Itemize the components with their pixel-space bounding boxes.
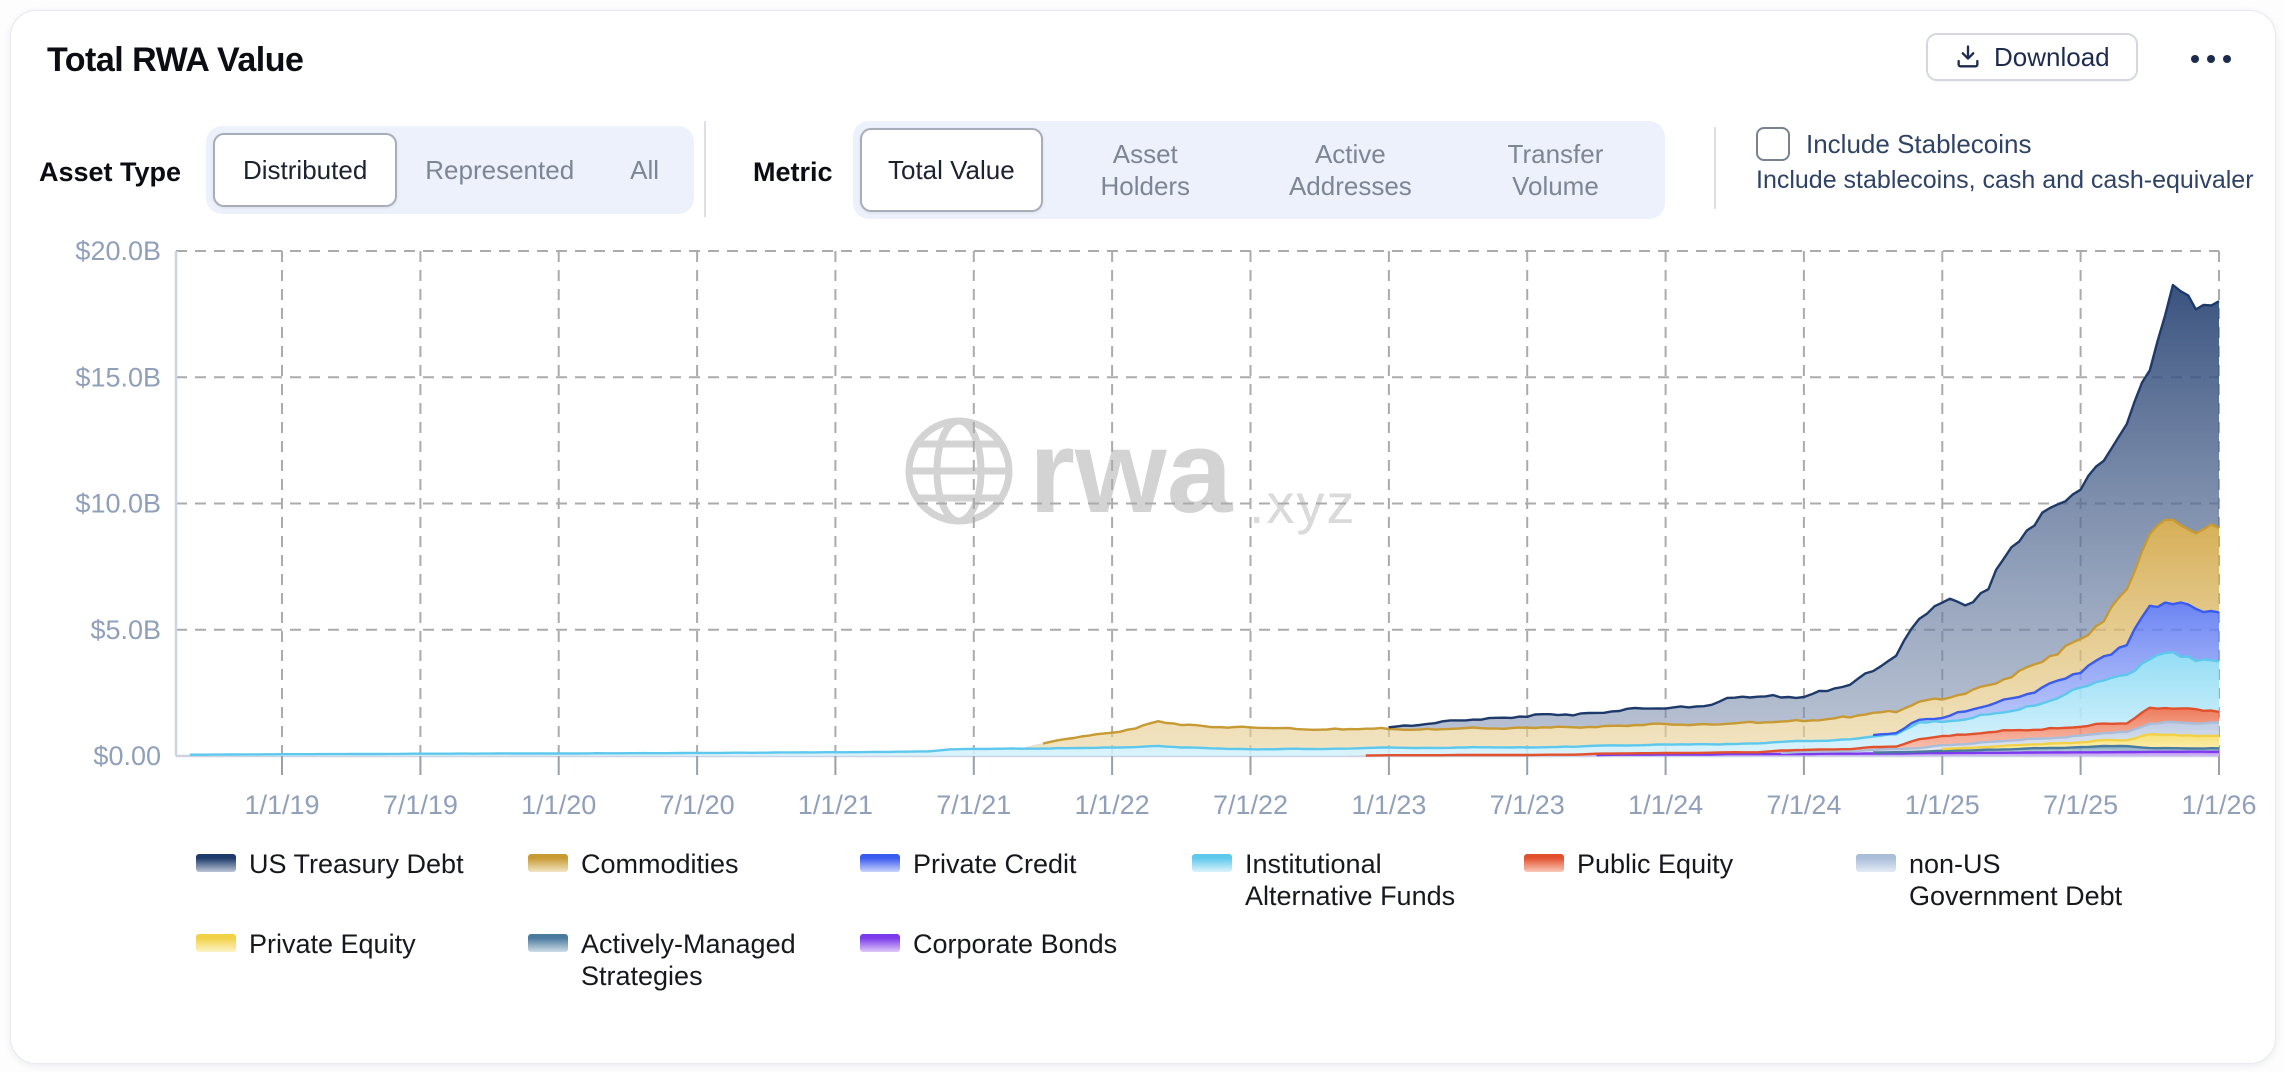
legend-item-public-equity[interactable]: Public Equity bbox=[1524, 849, 1856, 913]
x-axis-label: 7/1/20 bbox=[660, 790, 735, 820]
download-icon bbox=[1954, 43, 1982, 71]
metric-segmented-control: Total Value Asset Holders Active Addresses… bbox=[853, 121, 1665, 219]
legend-item-actively-managed-strategies[interactable]: Actively-Managed Strategies bbox=[528, 929, 860, 993]
ellipsis-icon bbox=[2223, 55, 2231, 63]
legend-label: Institutional Alternative Funds bbox=[1245, 849, 1456, 911]
metric-option-active-addresses[interactable]: Active Addresses bbox=[1248, 128, 1453, 212]
x-axis-label: 1/1/22 bbox=[1075, 790, 1150, 820]
line-private-credit bbox=[1872, 601, 2220, 737]
line-corporate-bonds bbox=[1596, 750, 2220, 757]
x-axis-label: 1/1/23 bbox=[1351, 790, 1426, 820]
metric-label: Metric bbox=[753, 157, 833, 187]
legend-item-private-equity[interactable]: Private Equity bbox=[196, 929, 528, 993]
line-private-equity bbox=[1942, 733, 2220, 751]
metric-option-label: Transfer Volume bbox=[1507, 138, 1604, 202]
legend-item-commodities[interactable]: Commodities bbox=[528, 849, 860, 913]
legend-item-institutional-alternative-funds[interactable]: Institutional Alternative Funds bbox=[1192, 849, 1524, 913]
legend-label: Corporate Bonds bbox=[913, 928, 1118, 959]
chart-legend: US Treasury Debt Commodities Private Credi… bbox=[196, 849, 2188, 992]
metric-option-total-value[interactable]: Total Value bbox=[860, 128, 1043, 212]
include-stablecoins-description: Include stablecoins, cash and cash-equiv… bbox=[1756, 166, 2254, 194]
metric-option-transfer-volume[interactable]: Transfer Volume bbox=[1453, 128, 1658, 212]
x-axis-label: 1/1/24 bbox=[1628, 790, 1703, 820]
line-actively-managed-strategies bbox=[1873, 744, 2220, 754]
y-axis-label: $5.0B bbox=[90, 615, 161, 645]
legend-label: Private Credit bbox=[913, 849, 1077, 879]
include-stablecoins-checkbox[interactable] bbox=[1756, 127, 1790, 161]
metric-option-label: Asset Holders bbox=[1100, 138, 1191, 202]
asset-type-segmented-control: Distributed Represented All bbox=[206, 126, 695, 214]
legend-label: Commodities bbox=[581, 849, 739, 879]
x-axis-label: 1/1/21 bbox=[798, 790, 873, 820]
ellipsis-icon bbox=[2191, 55, 2199, 63]
legend-item-non-us-government-debt[interactable]: non-US Government Debt bbox=[1856, 849, 2188, 913]
legend-label: Private Equity bbox=[249, 928, 416, 959]
asset-type-option-label: Distributed bbox=[243, 154, 368, 185]
globe-icon bbox=[905, 417, 1013, 525]
include-stablecoins-section: Include Stablecoins Include stablecoins,… bbox=[1756, 127, 2275, 195]
x-axis-label: 1/1/19 bbox=[244, 790, 319, 820]
x-axis-label: 7/1/19 bbox=[383, 790, 458, 820]
metric-option-label: Total Value bbox=[888, 154, 1015, 185]
chart-plot-area[interactable]: rwa .xyz 1/1/19 7/1/19 1/1/20 7/1/20 1/1/21 7/1… bbox=[11, 231, 2275, 841]
line-institutional-alternative-funds bbox=[189, 651, 2220, 756]
legend-label: non-US Government Debt bbox=[1909, 849, 2123, 911]
legend-swatch-commodities bbox=[528, 854, 568, 872]
x-axis-label: 7/1/22 bbox=[1213, 790, 1288, 820]
x-axis-label: 1/1/25 bbox=[1905, 790, 1980, 820]
legend-label: US Treasury Debt bbox=[249, 849, 464, 879]
rwa-xyz-watermark: rwa .xyz bbox=[905, 406, 1355, 538]
asset-type-option-label: Represented bbox=[425, 154, 575, 185]
x-axis-label: 7/1/23 bbox=[1490, 790, 1565, 820]
legend-label: Actively-Managed Strategies bbox=[581, 928, 796, 991]
total-rwa-value-card: Total RWA Value Download Asset Type Dist… bbox=[10, 10, 2276, 1064]
download-button[interactable]: Download bbox=[1926, 33, 2138, 81]
y-axis-label: $10.0B bbox=[75, 489, 161, 519]
y-axis-label: $15.0B bbox=[75, 362, 161, 392]
download-button-label: Download bbox=[1994, 41, 2110, 72]
legend-swatch-us-treasury-debt bbox=[196, 854, 236, 872]
x-axis-label: 7/1/25 bbox=[2043, 790, 2118, 820]
metric-option-label: Active Addresses bbox=[1288, 138, 1412, 202]
controls-row: Asset Type Distributed Represented All Met… bbox=[11, 121, 2275, 231]
ellipsis-icon bbox=[2207, 55, 2215, 63]
x-axis-label: 1/1/20 bbox=[521, 790, 596, 820]
legend-item-private-credit[interactable]: Private Credit bbox=[860, 849, 1192, 913]
asset-type-option-label: All bbox=[630, 154, 660, 185]
y-axis-label: $0.00 bbox=[93, 741, 161, 771]
divider bbox=[704, 121, 706, 217]
legend-swatch-non-us-government-debt bbox=[1856, 854, 1896, 872]
legend-swatch-institutional-alternative-funds bbox=[1192, 854, 1232, 872]
more-options-button[interactable] bbox=[2171, 39, 2251, 79]
x-axis-label: 1/1/26 bbox=[2181, 790, 2256, 820]
line-commodities bbox=[1042, 518, 2220, 745]
asset-type-option-represented[interactable]: Represented bbox=[397, 133, 602, 207]
line-us-treasury-debt bbox=[1388, 283, 2220, 729]
legend-item-corporate-bonds[interactable]: Corporate Bonds bbox=[860, 929, 1192, 993]
divider bbox=[1714, 127, 1716, 209]
line-public-equity bbox=[1365, 706, 2220, 757]
y-axis-label: $20.0B bbox=[75, 236, 161, 266]
x-axis-label: 7/1/24 bbox=[1766, 790, 1841, 820]
metric-option-asset-holders[interactable]: Asset Holders bbox=[1043, 128, 1248, 212]
legend-swatch-private-equity bbox=[196, 933, 236, 952]
legend-swatch-actively-managed-strategies bbox=[528, 933, 568, 952]
page-title: Total RWA Value bbox=[47, 41, 304, 79]
legend-item-us-treasury-debt[interactable]: US Treasury Debt bbox=[196, 849, 528, 913]
legend-swatch-corporate-bonds bbox=[860, 933, 900, 952]
asset-type-label: Asset Type bbox=[39, 157, 182, 187]
include-stablecoins-label[interactable]: Include Stablecoins bbox=[1806, 128, 2032, 159]
x-axis-label: 7/1/21 bbox=[936, 790, 1011, 820]
asset-type-option-distributed[interactable]: Distributed bbox=[213, 133, 398, 207]
legend-label: Public Equity bbox=[1577, 849, 1734, 879]
asset-type-option-all[interactable]: All bbox=[602, 133, 687, 207]
watermark-text: rwa bbox=[1029, 406, 1234, 538]
legend-swatch-public-equity bbox=[1524, 854, 1564, 872]
chart-canvas[interactable]: rwa .xyz 1/1/19 7/1/19 1/1/20 7/1/20 1/1/21 7/1… bbox=[11, 231, 2275, 841]
legend-swatch-private-credit bbox=[860, 854, 900, 872]
line-non-us-government-debt bbox=[1780, 720, 2219, 754]
